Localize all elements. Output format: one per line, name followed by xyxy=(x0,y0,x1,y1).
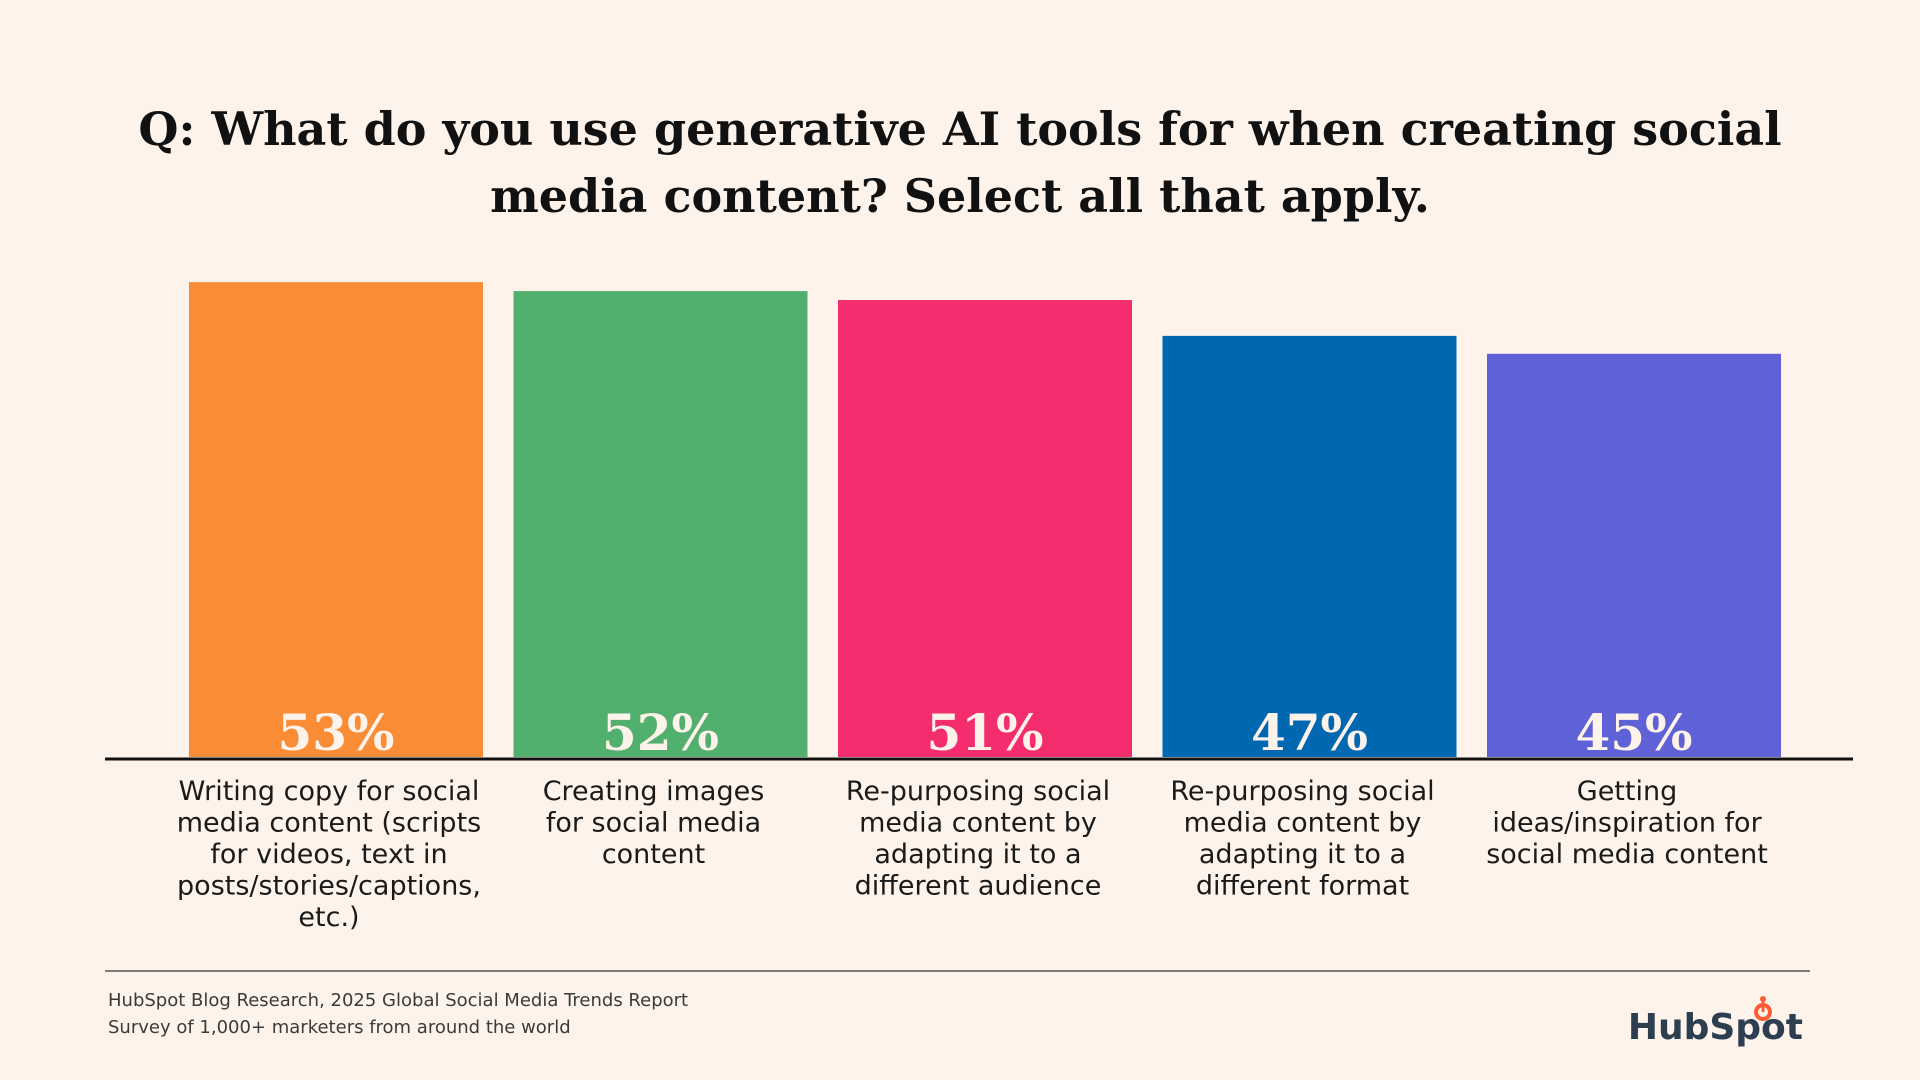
category-label-2-line-3: content xyxy=(602,839,705,870)
source-note: HubSpot Blog Research, 2025 Global Socia… xyxy=(108,990,688,1038)
bar-2 xyxy=(513,291,808,757)
category-label-2: Creating images for social media content xyxy=(543,776,765,870)
category-label-2-line-2: for social media xyxy=(546,808,761,839)
bar-value-label-3: 51% xyxy=(926,703,1043,762)
category-label-5-line-1: Getting xyxy=(1577,776,1677,807)
category-label-1-line-4: posts/stories/captions, xyxy=(177,871,481,902)
source-line-2: Survey of 1,000+ marketers from around t… xyxy=(108,1017,571,1038)
category-label-4-line-4: different format xyxy=(1196,871,1409,902)
category-label-1: Writing copy for social media content (sc… xyxy=(177,776,481,933)
bar-5 xyxy=(1487,353,1781,757)
category-label-4: Re-purposing social media content by adapt… xyxy=(1170,776,1434,902)
category-label-1-line-1: Writing copy for social xyxy=(179,776,480,807)
category-label-5-line-2: ideas/inspiration for xyxy=(1492,808,1762,839)
category-label-1-line-3: for videos, text in xyxy=(210,839,447,870)
category-label-3-line-4: different audience xyxy=(855,871,1102,902)
bars xyxy=(189,282,1781,757)
category-label-2-line-1: Creating images xyxy=(543,776,765,807)
category-label-4-line-1: Re-purposing social xyxy=(1170,776,1434,807)
category-label-5-line-3: social media content xyxy=(1486,839,1768,870)
hubspot-logo: HubSpot xyxy=(1628,996,1803,1048)
chart-title: Q: What do you use generative AI tools f… xyxy=(138,102,1781,223)
category-label-3: Re-purposing social media content by adapt… xyxy=(846,776,1110,902)
bar-4 xyxy=(1162,335,1457,757)
category-label-4-line-2: media content by xyxy=(1184,808,1422,839)
category-label-1-line-5: etc.) xyxy=(298,902,359,933)
category-label-1-line-2: media content (scripts xyxy=(177,808,481,839)
bar-1 xyxy=(189,282,483,757)
hubspot-logo-text: HubSpot xyxy=(1628,1007,1803,1048)
category-label-3-line-1: Re-purposing social xyxy=(846,776,1110,807)
bar-value-label-4: 47% xyxy=(1251,703,1368,762)
sprocket-icon xyxy=(1754,996,1772,1021)
value-labels: 53% 52% 51% 47% 45% xyxy=(277,703,1692,762)
bar-3 xyxy=(838,300,1132,757)
bar-value-label-1: 53% xyxy=(277,703,394,762)
category-label-4-line-3: adapting it to a xyxy=(1199,839,1406,870)
category-label-3-line-3: adapting it to a xyxy=(874,839,1081,870)
category-label-3-line-2: media content by xyxy=(859,808,1097,839)
bar-value-label-2: 52% xyxy=(602,703,719,762)
source-line-1: HubSpot Blog Research, 2025 Global Socia… xyxy=(108,990,688,1011)
category-label-5: Getting ideas/inspiration for social media… xyxy=(1486,776,1768,870)
chart-title-line-2: media content? Select all that apply. xyxy=(490,169,1430,223)
bar-value-label-5: 45% xyxy=(1575,703,1692,762)
chart-title-line-1: Q: What do you use generative AI tools f… xyxy=(138,102,1781,156)
category-labels: Writing copy for social media content (sc… xyxy=(177,776,1768,933)
